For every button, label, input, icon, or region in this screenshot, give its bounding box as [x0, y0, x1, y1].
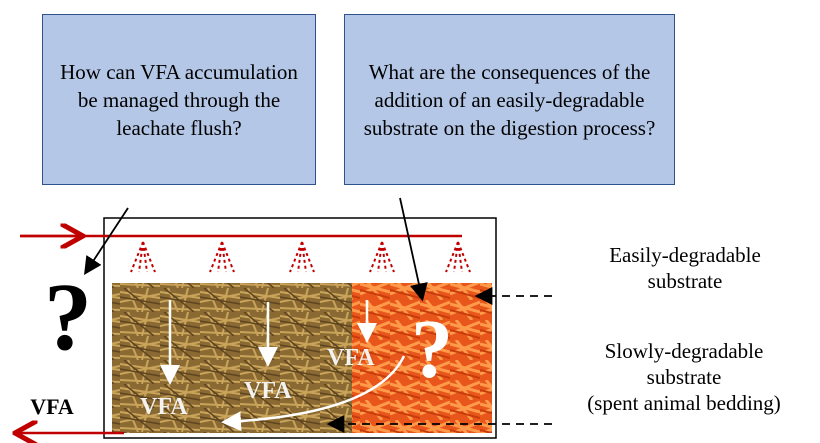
- pointer-arrow-q1: [84, 207, 129, 276]
- slowly-degradable-line3: (spent animal bedding): [587, 391, 781, 415]
- question-vfa-management-text: How can VFA accumulation be managed thro…: [60, 59, 298, 140]
- slowly-degradable-line2: substrate: [646, 365, 722, 389]
- question-box-substrate-consequences: What are the consequences of the additio…: [344, 14, 675, 185]
- question-substrate-consequences-text: What are the consequences of the additio…: [363, 59, 656, 140]
- slowly-degradable-label: Slowly-degradable substrate (spent anima…: [548, 338, 820, 416]
- vfa-label-carrot: VFA: [327, 345, 375, 371]
- question-mark-substrate: ?: [411, 303, 453, 396]
- easily-degradable-line2: substrate: [647, 269, 723, 293]
- vfa-outflow-label: VFA: [30, 394, 74, 419]
- slowly-degradable-line1: Slowly-degradable: [604, 339, 764, 363]
- question-mark-leachate: ?: [44, 263, 92, 370]
- easily-degradable-line1: Easily-degradable: [609, 243, 761, 267]
- straw-substrate-block-1: [112, 283, 232, 433]
- flow-arrow-icon: [160, 300, 406, 432]
- straw-substrate-block-2: [232, 283, 352, 433]
- vfa-label-straw-2: VFA: [244, 378, 292, 404]
- pointer-arrow-q2: [399, 197, 428, 302]
- carrot-substrate-block: [352, 283, 492, 433]
- easily-degradable-label: Easily-degradable substrate: [560, 242, 810, 294]
- question-box-vfa-management: How can VFA accumulation be managed thro…: [42, 14, 316, 185]
- vfa-label-straw-1: VFA: [140, 394, 188, 420]
